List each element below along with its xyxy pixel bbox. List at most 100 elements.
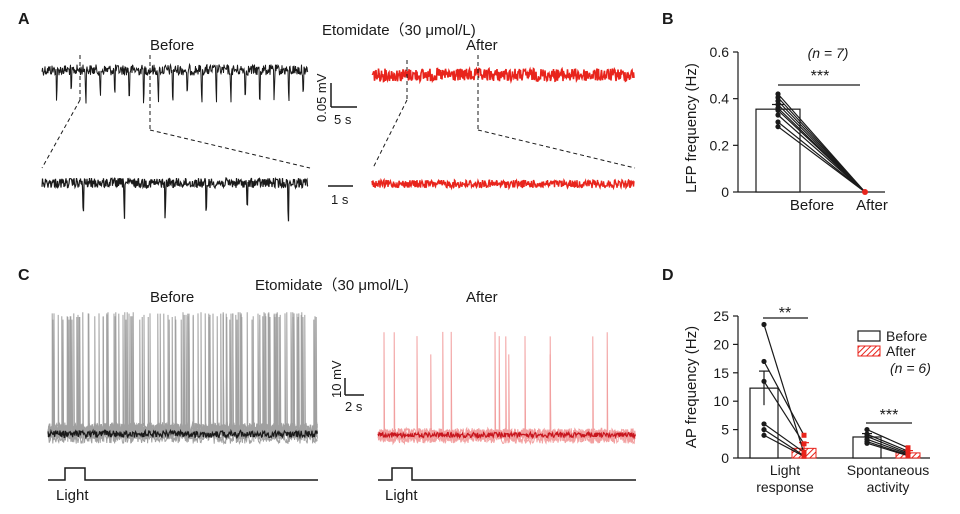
panel-b-ytick-label: 0.2 bbox=[710, 137, 730, 153]
panel-d-point-before bbox=[761, 378, 767, 384]
panel-b-y-ticks: 0 0.2 0.4 0.6 bbox=[710, 44, 738, 200]
panel-b-pair-line bbox=[777, 114, 866, 193]
scale-a-zoom-s: 1 s bbox=[331, 192, 349, 207]
panel-d-ytick-label: 10 bbox=[713, 393, 729, 409]
panel-b-point-before bbox=[775, 107, 781, 113]
panel-d-y-ticks: 0 5 10 15 20 25 bbox=[713, 308, 738, 466]
panel-b-ytick-label: 0.4 bbox=[710, 91, 730, 107]
panel-a-header: Etomidate（30 μmol/L) bbox=[322, 22, 476, 39]
zoom-guide-lines bbox=[41, 55, 636, 169]
panel-d-xtick-light-2: response bbox=[756, 479, 814, 495]
panel-d-pair-line bbox=[763, 324, 805, 454]
legend-n-label: (n = 6) bbox=[890, 360, 931, 376]
panel-b-sig-stars: *** bbox=[811, 68, 830, 85]
panel-d-xtick-spont-1: Spontaneous bbox=[847, 462, 930, 478]
scale-a-mv: 0.05 mV bbox=[314, 73, 329, 122]
panel-a-before-label: Before bbox=[150, 37, 194, 54]
panel-d-pair-line bbox=[763, 429, 805, 457]
scale-bar-a-zoom: 1 s bbox=[328, 185, 353, 207]
panel-b-pair-line bbox=[777, 121, 866, 193]
panel-b-point-before bbox=[775, 119, 781, 125]
ap-mean-trace-after bbox=[377, 430, 636, 440]
panel-b-xtick-before: Before bbox=[790, 197, 834, 214]
panel-c-after-label: After bbox=[466, 289, 498, 306]
panel-d-ytick-label: 20 bbox=[713, 336, 729, 352]
panel-d-point-after bbox=[801, 449, 807, 455]
scale-bar-a: 0.05 mV 5 s bbox=[314, 73, 357, 127]
panel-d-point-before bbox=[761, 427, 767, 433]
panel-b-point-before bbox=[775, 112, 781, 118]
lfp-zoom-trace-after bbox=[371, 177, 635, 191]
panel-d-ytick-label: 15 bbox=[713, 365, 729, 381]
panel-b-ytick-label: 0 bbox=[721, 184, 729, 200]
panel-b-point-before bbox=[775, 124, 781, 130]
legend-swatch-before bbox=[857, 330, 881, 342]
panel-d-pair-line bbox=[763, 380, 805, 445]
panel-d: D AP frequency (Hz) 0 5 10 15 20 25 Light res… bbox=[662, 267, 931, 495]
panel-d-point-before bbox=[864, 440, 870, 446]
panel-a-letter: A bbox=[18, 11, 30, 28]
panel-d-pair-line bbox=[866, 442, 909, 457]
scale-c-s: 2 s bbox=[345, 399, 363, 414]
light-label-after: Light bbox=[385, 487, 418, 504]
panel-d-point-before bbox=[864, 427, 870, 433]
panel-d-pair-line bbox=[763, 434, 805, 457]
panel-d-pair-line bbox=[763, 361, 805, 436]
panel-d-xtick-spont-2: activity bbox=[867, 479, 910, 495]
panel-d-pair-line bbox=[866, 438, 909, 455]
panel-d-point-after bbox=[905, 453, 911, 459]
panel-a-after-label: After bbox=[466, 37, 498, 54]
panel-d-point-before bbox=[761, 421, 767, 427]
panel-b-letter: B bbox=[662, 11, 674, 28]
panel-d-pair-line bbox=[763, 423, 805, 453]
panel-d-ytick-label: 0 bbox=[721, 450, 729, 466]
lfp-zoom-trace-before bbox=[41, 176, 309, 222]
panel-b-pair-line bbox=[777, 126, 866, 193]
panel-d-point-before bbox=[761, 358, 767, 365]
panel-d-pair-line bbox=[866, 433, 909, 452]
panel-d-letter: D bbox=[662, 267, 674, 284]
scale-a-s: 5 s bbox=[334, 112, 352, 127]
panel-b-ylabel: LFP frequency (Hz) bbox=[683, 63, 700, 193]
scale-c-mv: 10 mV bbox=[329, 360, 344, 398]
panel-d-point-after bbox=[801, 453, 807, 459]
panel-d-marks bbox=[749, 321, 921, 459]
panel-d-point-before bbox=[761, 432, 767, 438]
panel-d-point-before bbox=[761, 321, 767, 328]
panel-d-pair-line bbox=[866, 435, 909, 454]
panel-d-pair-line bbox=[866, 440, 909, 456]
legend-swatch-after bbox=[857, 345, 881, 357]
panel-b: B LFP frequency (Hz) 0 0.2 0.4 0.6 Before A… bbox=[662, 11, 888, 214]
panel-c-letter: C bbox=[18, 267, 30, 284]
panel-b-marks bbox=[755, 91, 868, 195]
legend-label-before: Before bbox=[886, 328, 927, 344]
panel-b-ytick-label: 0.6 bbox=[710, 44, 730, 60]
light-label-before: Light bbox=[56, 487, 89, 504]
panel-d-pair-line bbox=[866, 429, 909, 449]
panel-c: C Etomidate（30 μmol/L) Before After 10 m… bbox=[18, 267, 636, 504]
lfp-trace-before bbox=[41, 62, 309, 104]
panel-a: A Etomidate（30 μmol/L) Before After 0.05… bbox=[18, 11, 636, 222]
panel-d-ytick-label: 5 bbox=[721, 422, 729, 438]
panel-d-sig-light: ** bbox=[779, 305, 791, 322]
ap-mean-trace-before bbox=[47, 428, 318, 440]
panel-b-point-after bbox=[862, 189, 868, 195]
panel-d-sig-spont: *** bbox=[880, 407, 899, 424]
panel-d-xtick-light-1: Light bbox=[770, 462, 800, 478]
panel-d-point-after bbox=[905, 445, 911, 451]
panel-b-xtick-after: After bbox=[856, 197, 888, 214]
light-stimulus-before bbox=[48, 467, 318, 481]
panel-d-ylabel: AP frequency (Hz) bbox=[683, 326, 700, 448]
panel-c-header: Etomidate（30 μmol/L) bbox=[255, 277, 409, 294]
panel-d-point-after bbox=[801, 432, 807, 438]
panel-b-n-label: (n = 7) bbox=[808, 45, 849, 61]
panel-d-point-after bbox=[801, 441, 807, 447]
legend-label-after: After bbox=[886, 343, 916, 359]
scale-bar-c: 10 mV 2 s bbox=[329, 360, 364, 414]
ap-overlay-traces-before bbox=[47, 312, 318, 445]
panel-c-before-label: Before bbox=[150, 289, 194, 306]
panel-d-ytick-label: 25 bbox=[713, 308, 729, 324]
panel-d-legend: Before After (n = 6) bbox=[857, 328, 931, 376]
ap-overlay-traces-after bbox=[377, 331, 636, 446]
